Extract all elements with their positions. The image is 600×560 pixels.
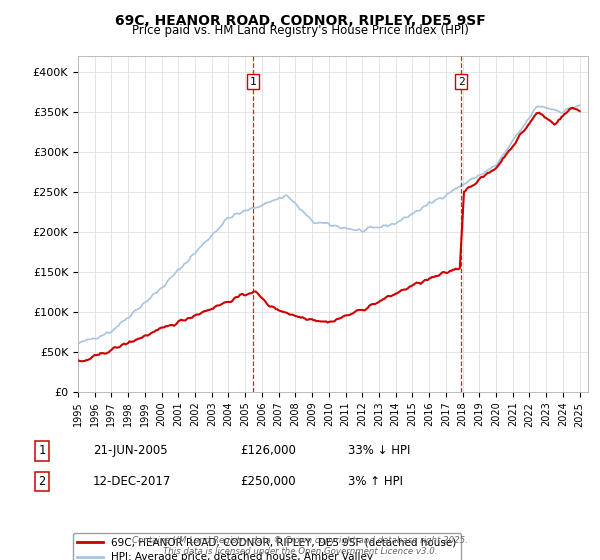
Text: 2: 2 xyxy=(458,77,464,87)
Legend: 69C, HEANOR ROAD, CODNOR, RIPLEY, DE5 9SF (detached house), HPI: Average price, : 69C, HEANOR ROAD, CODNOR, RIPLEY, DE5 9S… xyxy=(73,533,461,560)
Text: 21-JUN-2005: 21-JUN-2005 xyxy=(93,444,167,458)
Text: 1: 1 xyxy=(250,77,256,87)
Text: Contains HM Land Registry data © Crown copyright and database right 2025.
This d: Contains HM Land Registry data © Crown c… xyxy=(132,536,468,556)
Text: £250,000: £250,000 xyxy=(240,475,296,488)
Text: 2: 2 xyxy=(38,475,46,488)
Text: 3% ↑ HPI: 3% ↑ HPI xyxy=(348,475,403,488)
Text: £126,000: £126,000 xyxy=(240,444,296,458)
Text: 33% ↓ HPI: 33% ↓ HPI xyxy=(348,444,410,458)
Text: 1: 1 xyxy=(38,444,46,458)
Text: 69C, HEANOR ROAD, CODNOR, RIPLEY, DE5 9SF: 69C, HEANOR ROAD, CODNOR, RIPLEY, DE5 9S… xyxy=(115,14,485,28)
Text: Price paid vs. HM Land Registry's House Price Index (HPI): Price paid vs. HM Land Registry's House … xyxy=(131,24,469,36)
Text: 12-DEC-2017: 12-DEC-2017 xyxy=(93,475,172,488)
